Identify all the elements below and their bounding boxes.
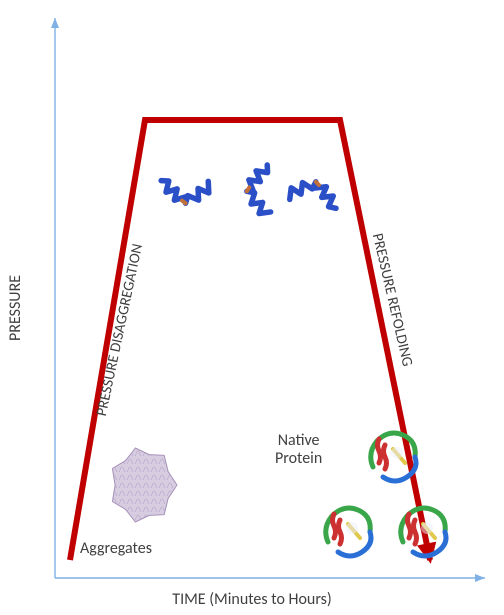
aggregate-blob: [112, 448, 177, 522]
native-protein-label: Native Protein: [275, 432, 322, 469]
unfolded-proteins: [158, 163, 342, 215]
diagram-svg: [0, 0, 504, 615]
y-axis-label: PRESSURE: [6, 0, 25, 615]
diagram-stage: TIME (Minutes to Hours) PRESSURE PRESSUR…: [0, 0, 504, 615]
x-axis-label: TIME (Minutes to Hours): [0, 590, 504, 609]
aggregates-label: Aggregates: [80, 540, 152, 558]
native-label-line2: Protein: [275, 449, 322, 468]
native-label-line1: Native: [278, 431, 320, 450]
